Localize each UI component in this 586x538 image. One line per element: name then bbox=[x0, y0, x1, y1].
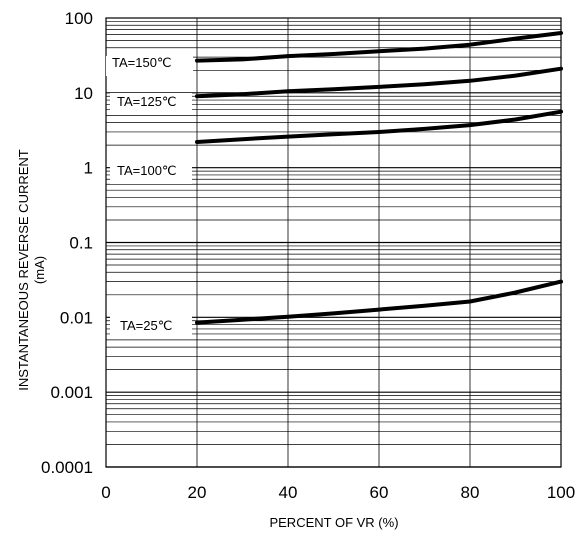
y-axis-unit: (mA) bbox=[32, 256, 47, 284]
y-tick-labels: 0.0001 0.001 0.01 0.1 1 10 100 bbox=[41, 9, 93, 477]
series-line bbox=[195, 66, 563, 99]
plot-border bbox=[105, 17, 562, 468]
series-lines bbox=[195, 31, 563, 325]
x-tick-label: 0 bbox=[101, 483, 110, 502]
x-axis-title: PERCENT OF VR (%) bbox=[269, 515, 398, 530]
y-tick-label: 0.001 bbox=[50, 383, 93, 402]
plot-frame bbox=[105, 17, 562, 468]
y-tick-label: 0.1 bbox=[69, 234, 93, 253]
y-tick-label: 0.01 bbox=[60, 308, 93, 327]
y-tick-label: 1 bbox=[84, 159, 93, 178]
x-tick-label: 80 bbox=[461, 483, 480, 502]
series-label-bg bbox=[106, 56, 193, 76]
x-tick-label: 60 bbox=[370, 483, 389, 502]
grid bbox=[105, 18, 562, 468]
y-tick-label: 0.0001 bbox=[41, 458, 93, 477]
y-tick-label: 10 bbox=[74, 84, 93, 103]
series-line bbox=[195, 279, 563, 325]
series-labels: TA=150℃ TA=125℃ TA=100℃ TA=25℃ bbox=[106, 55, 193, 339]
series-label: TA=100℃ bbox=[117, 163, 177, 178]
y-axis-title: INSTANTANEOUS REVERSE CURRENT bbox=[16, 149, 31, 391]
series-label: TA=150℃ bbox=[112, 55, 172, 70]
series-label-bg bbox=[110, 315, 192, 339]
series-label: TA=25℃ bbox=[120, 318, 172, 333]
series-label-bg bbox=[110, 93, 192, 115]
series-line bbox=[195, 109, 563, 144]
x-tick-label: 20 bbox=[188, 483, 207, 502]
series-label: TA=125℃ bbox=[117, 94, 177, 109]
x-tick-labels: 0 20 40 60 80 100 bbox=[101, 483, 575, 502]
series-line bbox=[195, 31, 563, 63]
y-tick-label: 100 bbox=[65, 9, 93, 28]
x-tick-label: 40 bbox=[279, 483, 298, 502]
series-label-bg bbox=[110, 160, 192, 184]
x-tick-label: 100 bbox=[547, 483, 575, 502]
